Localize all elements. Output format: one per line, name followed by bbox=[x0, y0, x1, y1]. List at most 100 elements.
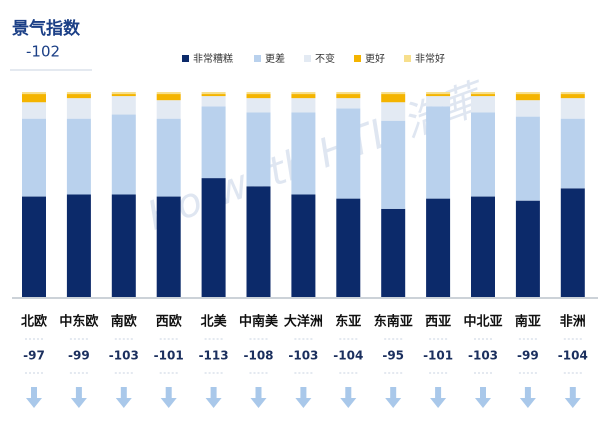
down-arrow bbox=[430, 387, 447, 408]
index-label: -108 bbox=[243, 349, 273, 363]
x-tick-label: 东亚 bbox=[335, 314, 361, 330]
bar-segment bbox=[426, 106, 451, 199]
bar-segment bbox=[381, 102, 406, 121]
down-arrow bbox=[519, 387, 536, 408]
bar-segment bbox=[515, 200, 540, 297]
bar-segment bbox=[201, 92, 226, 95]
bar-segment bbox=[426, 92, 451, 95]
bar-segment bbox=[381, 92, 406, 95]
bar-segment bbox=[246, 98, 271, 113]
index-label: -95 bbox=[382, 349, 404, 363]
down-arrow bbox=[475, 387, 491, 408]
index-label: -103 bbox=[288, 349, 318, 363]
index-label: -99 bbox=[517, 349, 539, 363]
bar-segment bbox=[246, 186, 271, 297]
bar-segment bbox=[336, 92, 361, 95]
bar-segment bbox=[246, 112, 271, 187]
down-arrow bbox=[115, 387, 132, 408]
bar-segment bbox=[111, 96, 136, 115]
bar-segment bbox=[111, 114, 136, 195]
bar-segment bbox=[111, 194, 136, 297]
bar-segment bbox=[471, 96, 495, 113]
bar-segment bbox=[515, 116, 540, 201]
down-arrow bbox=[295, 387, 312, 408]
down-arrow bbox=[250, 387, 267, 408]
bar-segment bbox=[22, 102, 46, 119]
bar-segment bbox=[156, 118, 181, 197]
legend-label: 不变 bbox=[315, 52, 335, 65]
bar-segment bbox=[111, 92, 136, 95]
bar-segment bbox=[291, 98, 316, 113]
bar-segment bbox=[291, 94, 316, 99]
bar-segment bbox=[66, 94, 91, 99]
x-tick-label: 非洲 bbox=[560, 314, 586, 330]
bar-segment bbox=[22, 94, 46, 103]
bar-segment bbox=[66, 118, 91, 195]
x-tick-label: 北美 bbox=[201, 314, 228, 330]
index-label: -113 bbox=[199, 349, 229, 363]
bar-segment bbox=[560, 118, 585, 189]
bar-segment bbox=[156, 196, 181, 297]
bar-segment bbox=[111, 94, 136, 97]
x-tick-label: 大洋洲 bbox=[284, 314, 323, 330]
x-tick-label: 北欧 bbox=[21, 314, 47, 330]
chart-subtitle: -102 bbox=[26, 43, 60, 61]
down-arrow bbox=[205, 387, 222, 408]
index-label: -101 bbox=[154, 349, 184, 363]
bar-segment bbox=[201, 106, 226, 179]
down-arrow bbox=[160, 387, 177, 408]
bar-segment bbox=[471, 112, 495, 197]
bar-segment bbox=[66, 194, 91, 297]
bar-segment bbox=[560, 94, 585, 99]
legend-label: 更差 bbox=[265, 52, 285, 65]
bar-segment bbox=[22, 196, 46, 297]
bar-segment bbox=[471, 94, 495, 97]
bar-segment bbox=[156, 94, 181, 101]
x-tick-label: 西亚 bbox=[425, 315, 451, 330]
legend-swatch bbox=[304, 55, 311, 62]
legend-swatch bbox=[354, 55, 361, 62]
index-label: -104 bbox=[558, 349, 588, 363]
bar-segment bbox=[336, 98, 361, 109]
bar-segment bbox=[560, 92, 585, 95]
index-label: -99 bbox=[68, 349, 90, 363]
down-arrow bbox=[26, 387, 42, 408]
bar-segment bbox=[515, 94, 540, 101]
index-label: -103 bbox=[109, 349, 139, 363]
bar-segment bbox=[66, 98, 91, 119]
bar-segment bbox=[336, 108, 361, 199]
bar-segment bbox=[156, 100, 181, 119]
down-arrow bbox=[340, 387, 357, 408]
bar-segment bbox=[246, 92, 271, 95]
legend-label: 更好 bbox=[365, 53, 385, 65]
index-label: -97 bbox=[23, 349, 45, 363]
bar-segment bbox=[336, 94, 361, 99]
bar-segment bbox=[291, 112, 316, 195]
bar-segment bbox=[156, 92, 181, 95]
bar-segment bbox=[291, 92, 316, 95]
down-arrow bbox=[385, 387, 402, 408]
x-tick-label: 中北亚 bbox=[463, 314, 502, 330]
bar-segment bbox=[560, 98, 585, 119]
legend-swatch bbox=[404, 55, 411, 62]
bar-segment bbox=[201, 94, 226, 97]
index-label: -101 bbox=[423, 349, 453, 363]
legend-label: 非常好 bbox=[415, 52, 445, 65]
x-tick-label: 中南美 bbox=[239, 314, 279, 330]
bar-segment bbox=[201, 96, 226, 107]
x-tick-label: 南欧 bbox=[111, 314, 137, 330]
bar-segment bbox=[426, 94, 451, 97]
bar-segment bbox=[291, 194, 316, 297]
bar-segment bbox=[381, 94, 406, 103]
bar-segment bbox=[426, 96, 451, 107]
down-arrow bbox=[70, 387, 87, 408]
bar-segment bbox=[426, 198, 451, 297]
x-tick-label: 东南亚 bbox=[374, 314, 413, 330]
x-tick-label: 南亚 bbox=[515, 314, 541, 330]
legend-swatch bbox=[182, 55, 189, 62]
legend-swatch bbox=[254, 55, 261, 62]
index-label: -104 bbox=[333, 349, 363, 363]
legend-label: 非常糟糕 bbox=[193, 52, 233, 65]
bar-segment bbox=[471, 92, 495, 95]
